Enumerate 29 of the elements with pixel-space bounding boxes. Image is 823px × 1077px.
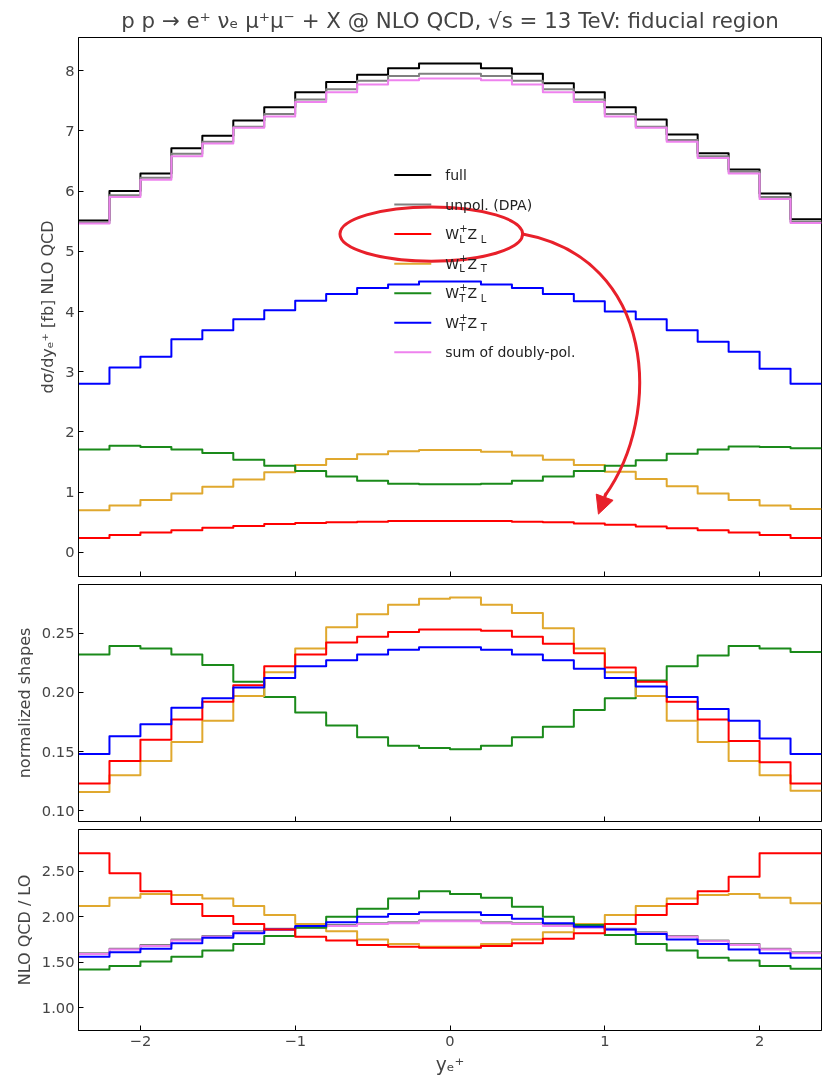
y-tick-label: 4 xyxy=(65,302,75,320)
y-tick-label: 0.15 xyxy=(41,742,75,760)
y-tick-label: 1.00 xyxy=(41,998,75,1016)
y-axis-title: dσ/dyₑ⁺ [fb] NLO QCD xyxy=(38,220,58,394)
x-tick-label: −1 xyxy=(284,1031,307,1049)
legend-label: sum of doubly-pol. xyxy=(445,344,576,361)
y-tick-label: 7 xyxy=(65,121,75,139)
y-tick-label: 3 xyxy=(65,362,75,380)
y-tick-label: 0 xyxy=(65,543,75,561)
x-tick-label: −2 xyxy=(129,1031,152,1049)
y-tick-label: 1.50 xyxy=(41,953,75,971)
x-axis-title: yₑ⁺ xyxy=(435,1053,465,1075)
y-tick-label: 2 xyxy=(65,422,75,440)
legend-label: full xyxy=(445,166,467,183)
y-tick-label: 1 xyxy=(65,483,75,501)
y-axis-title: NLO QCD / LO xyxy=(14,874,34,986)
x-tick-label: 1 xyxy=(600,1031,610,1049)
y-tick-label: 5 xyxy=(65,242,75,260)
y-tick-label: 6 xyxy=(65,182,75,200)
y-tick-label: 2.00 xyxy=(41,907,75,925)
x-tick-label: 0 xyxy=(445,1031,455,1049)
y-tick-label: 0.20 xyxy=(41,683,75,701)
y-tick-label: 0.10 xyxy=(41,801,75,819)
y-axis-title: normalized shapes xyxy=(14,627,34,779)
chart-title: p p → e⁺ νₑ μ⁺μ⁻ + X @ NLO QCD, √s = 13 TeV: fiducial region xyxy=(121,7,779,33)
y-tick-label: 8 xyxy=(65,61,75,79)
x-tick-label: 2 xyxy=(754,1031,765,1049)
y-tick-label: 0.25 xyxy=(41,624,75,642)
y-tick-label: 2.50 xyxy=(41,862,75,880)
